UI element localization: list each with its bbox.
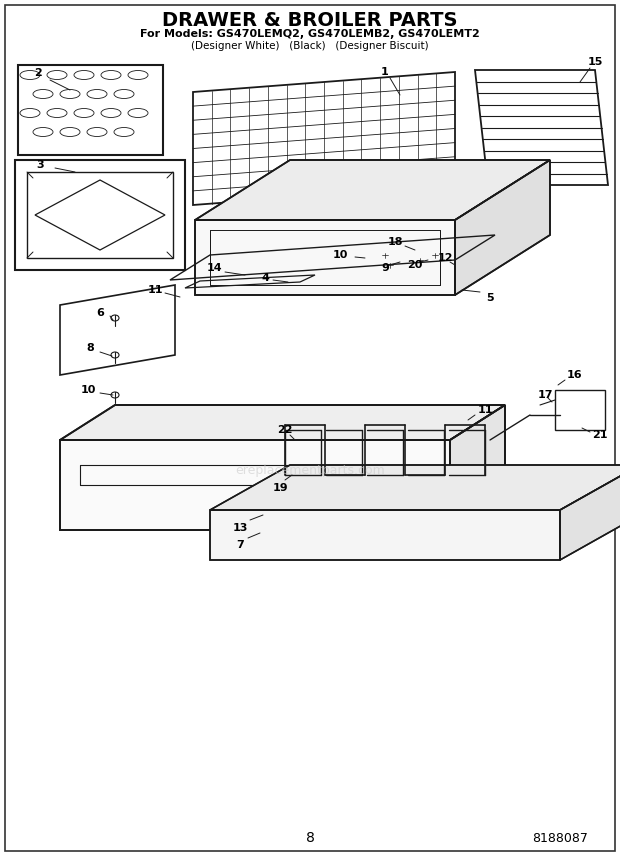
Text: 14: 14 xyxy=(207,263,223,273)
Text: 22: 22 xyxy=(277,425,293,435)
Text: 21: 21 xyxy=(592,430,608,440)
Text: 1: 1 xyxy=(381,67,389,77)
Text: For Models: GS470LEMQ2, GS470LEMB2, GS470LEMT2: For Models: GS470LEMQ2, GS470LEMB2, GS47… xyxy=(140,29,480,39)
Text: ereplacementparts.com: ereplacementparts.com xyxy=(235,463,385,477)
Polygon shape xyxy=(195,220,455,295)
Text: 8: 8 xyxy=(86,343,94,353)
Polygon shape xyxy=(450,405,505,530)
Text: 10: 10 xyxy=(81,385,95,395)
Text: DRAWER & BROILER PARTS: DRAWER & BROILER PARTS xyxy=(162,10,458,29)
Polygon shape xyxy=(60,405,505,440)
Polygon shape xyxy=(195,160,550,220)
Text: 6: 6 xyxy=(96,308,104,318)
Text: 5: 5 xyxy=(486,293,494,303)
Text: 11: 11 xyxy=(477,405,493,415)
Text: 9: 9 xyxy=(381,263,389,273)
Text: 7: 7 xyxy=(236,540,244,550)
Text: 4: 4 xyxy=(261,273,269,283)
Polygon shape xyxy=(60,440,450,530)
Text: 10: 10 xyxy=(332,250,348,260)
Polygon shape xyxy=(210,465,620,510)
Text: 17: 17 xyxy=(538,390,553,400)
Text: 18: 18 xyxy=(388,237,403,247)
Text: 8: 8 xyxy=(306,831,314,845)
Text: 3: 3 xyxy=(36,160,44,170)
Polygon shape xyxy=(455,160,550,295)
Text: 12: 12 xyxy=(437,253,453,263)
Text: 15: 15 xyxy=(587,57,603,67)
Text: 2: 2 xyxy=(34,68,42,78)
Polygon shape xyxy=(210,510,560,560)
Text: 11: 11 xyxy=(148,285,162,295)
Text: 20: 20 xyxy=(407,260,423,270)
Text: 8188087: 8188087 xyxy=(532,831,588,845)
Text: 16: 16 xyxy=(567,370,583,380)
Text: (Designer White)   (Black)   (Designer Biscuit): (Designer White) (Black) (Designer Biscu… xyxy=(191,41,429,51)
Text: 13: 13 xyxy=(232,523,247,533)
Text: 19: 19 xyxy=(272,483,288,493)
Polygon shape xyxy=(560,465,620,560)
